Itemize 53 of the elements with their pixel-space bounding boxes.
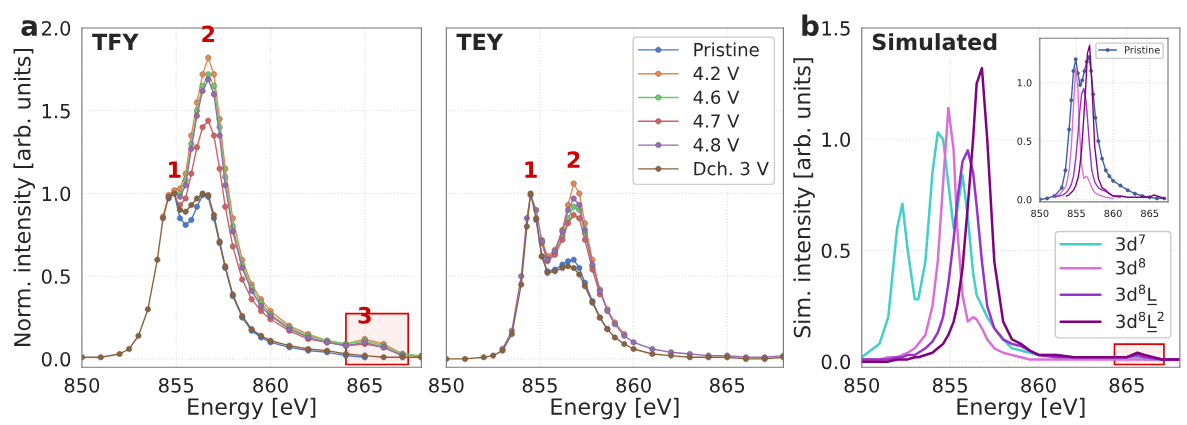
x-tick-label: 860 (1104, 209, 1122, 218)
x-tick-label: 855 (1067, 209, 1085, 218)
x-tick-label: 850 (1031, 209, 1049, 218)
legend-label: 4.6 V (693, 90, 740, 105)
y-tick-label: 1.0 (822, 132, 851, 147)
x-tick-label: 850 (844, 377, 880, 393)
x-tick-label: 855 (932, 377, 967, 393)
x-tick-label: 860 (1021, 377, 1056, 393)
x-tick-label: 850 (429, 377, 464, 393)
legend-label: 4.7 V (693, 114, 740, 128)
x-tick-label: 865 (1141, 209, 1159, 218)
chart-title: Simulated (872, 33, 997, 51)
legend-label: 4.8 V (693, 137, 740, 152)
y-axis-title: Norm. intensity [arb. units] (13, 48, 36, 346)
text: b (802, 14, 819, 37)
annotation: 2 (202, 25, 215, 43)
x-tick-label: 865 (1109, 377, 1144, 393)
y-tick-label: 1.5 (42, 103, 70, 119)
legend-label: 4.2 V (693, 66, 740, 81)
legend-label: 3d$^{7}$ (1116, 234, 1145, 251)
y-tick-label: 0.0 (1017, 196, 1032, 204)
y-tick-label: 1.0 (42, 186, 71, 202)
chart-title: TFY (92, 33, 139, 51)
y-axis-title: Sim. intensity [arb. units] (793, 58, 815, 338)
y-tick-label: 0.0 (41, 351, 71, 367)
x-axis-title: Energy [eV] (957, 397, 1085, 420)
annotation: 2 (567, 151, 580, 168)
x-tick-label: 860 (253, 377, 288, 393)
legend-label: Dch. 3 V (694, 161, 769, 176)
x-tick-label: 855 (158, 377, 194, 393)
x-tick-label: 865 (347, 377, 382, 393)
x-tick-label: 850 (64, 377, 100, 393)
y-tick-label: 2.0 (41, 21, 71, 36)
legend-label: 3d$^{8}$ (1116, 258, 1146, 275)
legend-label: 3d$^{8}$L̲ (1116, 284, 1157, 306)
x-tick-label: 865 (710, 377, 745, 393)
y-tick-label: 0.5 (41, 269, 70, 284)
y-tick-label: 0.0 (821, 354, 851, 370)
legend-label: Pristine (1125, 46, 1160, 54)
annotation: 1 (525, 161, 537, 178)
legend-label: 3d$^{8}$L̲$^{2}$ (1116, 311, 1164, 333)
x-tick-label: 860 (616, 377, 651, 393)
y-tick-label: 1.0 (1017, 79, 1032, 87)
annotation: 1 (169, 161, 181, 178)
y-tick-label: 0.5 (821, 243, 850, 259)
chart-title: TEY (456, 33, 504, 51)
text: a (21, 20, 37, 37)
x-axis-title: Energy [eV] (188, 397, 316, 420)
x-tick-label: 855 (522, 377, 557, 393)
y-tick-label: 0.5 (1017, 137, 1032, 145)
x-axis-title: Energy [eV] (551, 397, 679, 420)
y-tick-label: 1.5 (822, 21, 850, 36)
legend-label: Pristine (694, 42, 759, 57)
